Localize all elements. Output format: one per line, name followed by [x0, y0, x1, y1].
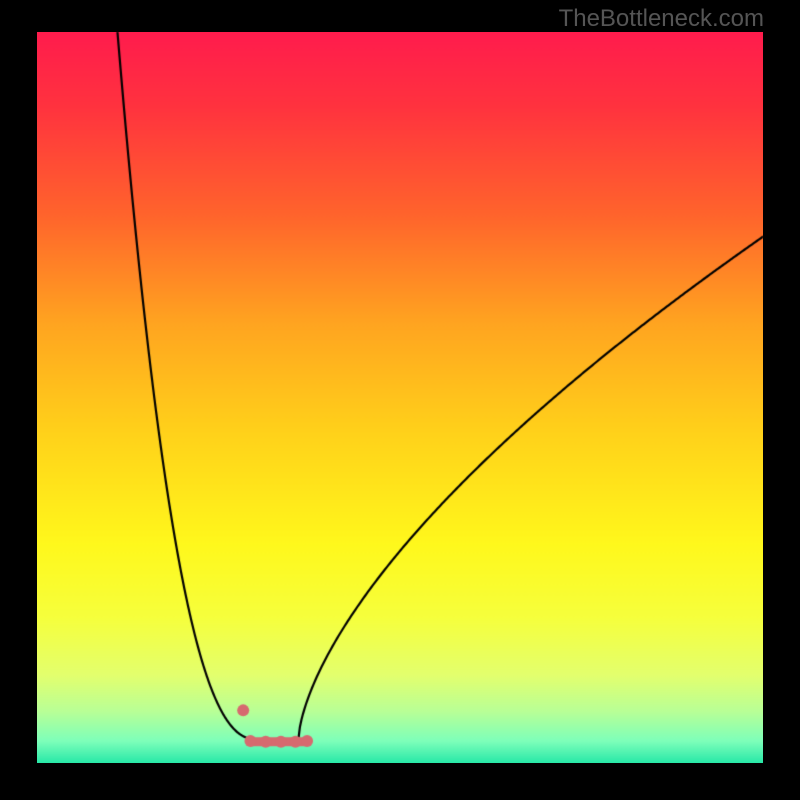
- watermark-text: TheBottleneck.com: [559, 5, 764, 33]
- bottleneck-curve-canvas: [0, 0, 800, 800]
- chart-stage: TheBottleneck.com: [0, 0, 800, 800]
